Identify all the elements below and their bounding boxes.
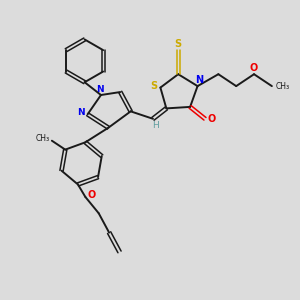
Text: CH₃: CH₃ xyxy=(35,134,50,143)
Text: H: H xyxy=(153,121,159,130)
Text: O: O xyxy=(88,190,96,200)
Text: N: N xyxy=(195,75,203,85)
Text: S: S xyxy=(150,81,158,91)
Text: S: S xyxy=(175,39,182,49)
Text: N: N xyxy=(96,85,103,94)
Text: O: O xyxy=(207,114,216,124)
Text: O: O xyxy=(250,63,258,73)
Text: CH₃: CH₃ xyxy=(276,82,290,91)
Text: N: N xyxy=(77,108,85,117)
